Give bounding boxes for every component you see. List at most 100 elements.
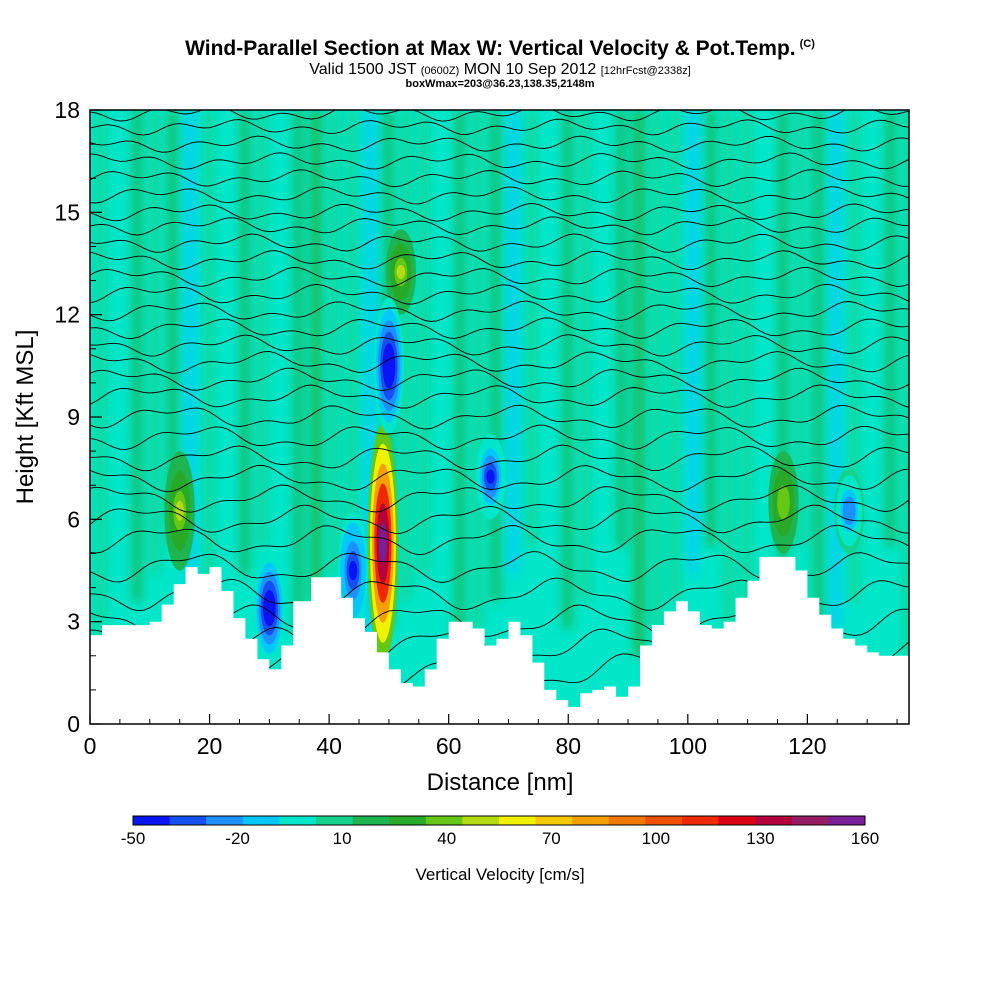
velocity-streak (400, 110, 412, 602)
box-wmax-info: boxWmax=203@36.23,138.35,2148m (405, 78, 595, 90)
isentrope-line (90, 283, 909, 305)
velocity-streak (131, 110, 143, 602)
chart-title: Wind-Parallel Section at Max W: Vertical… (0, 37, 1000, 61)
copyright-mark: (C) (799, 38, 815, 50)
isentrope-line (90, 152, 909, 170)
colorbar-swatch (828, 816, 866, 825)
colorbar-tick-label: 70 (542, 829, 561, 848)
velocity-streak (651, 110, 663, 629)
y-axis-title: Height [Kft MSL] (12, 330, 39, 505)
colorbar: -50 -20 10 40 70 100 130 160 (121, 815, 879, 848)
isentrope-line (90, 444, 909, 472)
colorbar-frame (132, 815, 866, 826)
isentrope-line (90, 250, 909, 270)
potential-temperature-contours (90, 110, 909, 689)
colorbar-swatch (608, 816, 646, 825)
colorbar-swatch (718, 816, 756, 825)
plot-area (90, 110, 909, 724)
isentrope-line (90, 504, 909, 534)
velocity-streak (257, 110, 268, 547)
velocity-streak (293, 110, 304, 629)
velocity-streak (149, 110, 160, 574)
colorbar-swatch (535, 816, 573, 825)
isentrope-line (90, 524, 909, 556)
colorbar-swatch (133, 816, 171, 825)
velocity-streak (418, 110, 429, 574)
colorbar-swatch (682, 816, 720, 825)
isentrope-line (90, 266, 909, 288)
isentrope-line (90, 351, 909, 374)
velocity-streak (329, 110, 340, 574)
downdraft-core (486, 469, 495, 484)
x-tick-label: 80 (555, 733, 581, 759)
isentrope-line (90, 169, 909, 188)
isentrope-line (90, 384, 909, 409)
y-tick-label: 18 (54, 97, 80, 123)
velocity-streak (347, 110, 358, 547)
velocity-streak (185, 110, 196, 656)
colorbar-tick-label: 130 (746, 829, 774, 848)
colorbar-swatch (169, 816, 207, 825)
velocity-streak (526, 110, 537, 547)
updraft-core (396, 264, 406, 280)
chart-title-text: Wind-Parallel Section at Max W: Vertical… (185, 37, 796, 60)
velocity-streak (95, 110, 107, 656)
colorbar-swatch (462, 816, 500, 825)
colorbar-tick-label: 40 (437, 829, 456, 848)
colorbar-swatch (242, 816, 280, 825)
x-tick-label: 0 (84, 733, 97, 759)
isentrope-line (90, 186, 909, 205)
velocity-streak (759, 110, 770, 602)
isentrope-line (90, 216, 909, 236)
velocity-streak (490, 110, 501, 602)
y-tick-label: 15 (54, 199, 80, 225)
velocity-streak (903, 110, 909, 656)
velocity-streak (777, 110, 788, 574)
colorbar-tick-label: 100 (642, 829, 670, 848)
velocity-features (164, 229, 865, 663)
x-axis: 0 20 40 60 80 100 120 (84, 714, 898, 759)
colorbar-swatch (279, 816, 317, 825)
isentrope-line (90, 135, 909, 153)
downdraft-core (384, 354, 394, 378)
isentrope-line (90, 118, 909, 136)
velocity-streak (813, 110, 824, 656)
velocity-streak (275, 110, 286, 656)
colorbar-swatch (645, 816, 683, 825)
valid-date: MON 10 Sep 2012 (463, 61, 597, 78)
velocity-streak (741, 110, 752, 629)
x-tick-label: 40 (316, 733, 342, 759)
velocity-streak (221, 110, 232, 602)
downdraft-core (348, 560, 358, 581)
colorbar-tick-label: 10 (333, 829, 352, 848)
colorbar-swatch (316, 816, 354, 825)
colorbar-tick-label: -50 (121, 829, 146, 848)
isentrope-line (90, 464, 909, 493)
velocity-streak (167, 110, 178, 547)
isentrope-line (90, 404, 909, 430)
forecast-info: [12hrFcst@2338z] (600, 65, 691, 77)
isentrope-line (90, 300, 909, 322)
isentrope-line (90, 317, 909, 340)
isentrope-line (90, 484, 909, 514)
velocity-streak (885, 110, 896, 547)
velocity-streak (580, 110, 591, 602)
velocity-streak (239, 110, 250, 574)
terrain-mask (90, 556, 909, 724)
velocity-streak (705, 110, 716, 547)
valid-time-utc: (0600Z) (420, 65, 460, 77)
velocity-streak (723, 110, 734, 656)
updraft-core (779, 493, 788, 511)
velocity-streak (436, 110, 447, 547)
colorbar-swatch (499, 816, 537, 825)
chart-subtitle: Valid 1500 JST (0600Z) MON 10 Sep 2012 [… (0, 61, 1000, 79)
colorbar-title: Vertical Velocity [cm/s] (415, 865, 584, 884)
velocity-streak (508, 110, 519, 574)
downdraft-core (845, 503, 854, 518)
velocity-streak (203, 110, 214, 629)
velocity-streak (454, 110, 465, 656)
colorbar-swatch (791, 816, 829, 825)
y-tick-label: 9 (67, 404, 80, 430)
velocity-streak (669, 110, 681, 602)
